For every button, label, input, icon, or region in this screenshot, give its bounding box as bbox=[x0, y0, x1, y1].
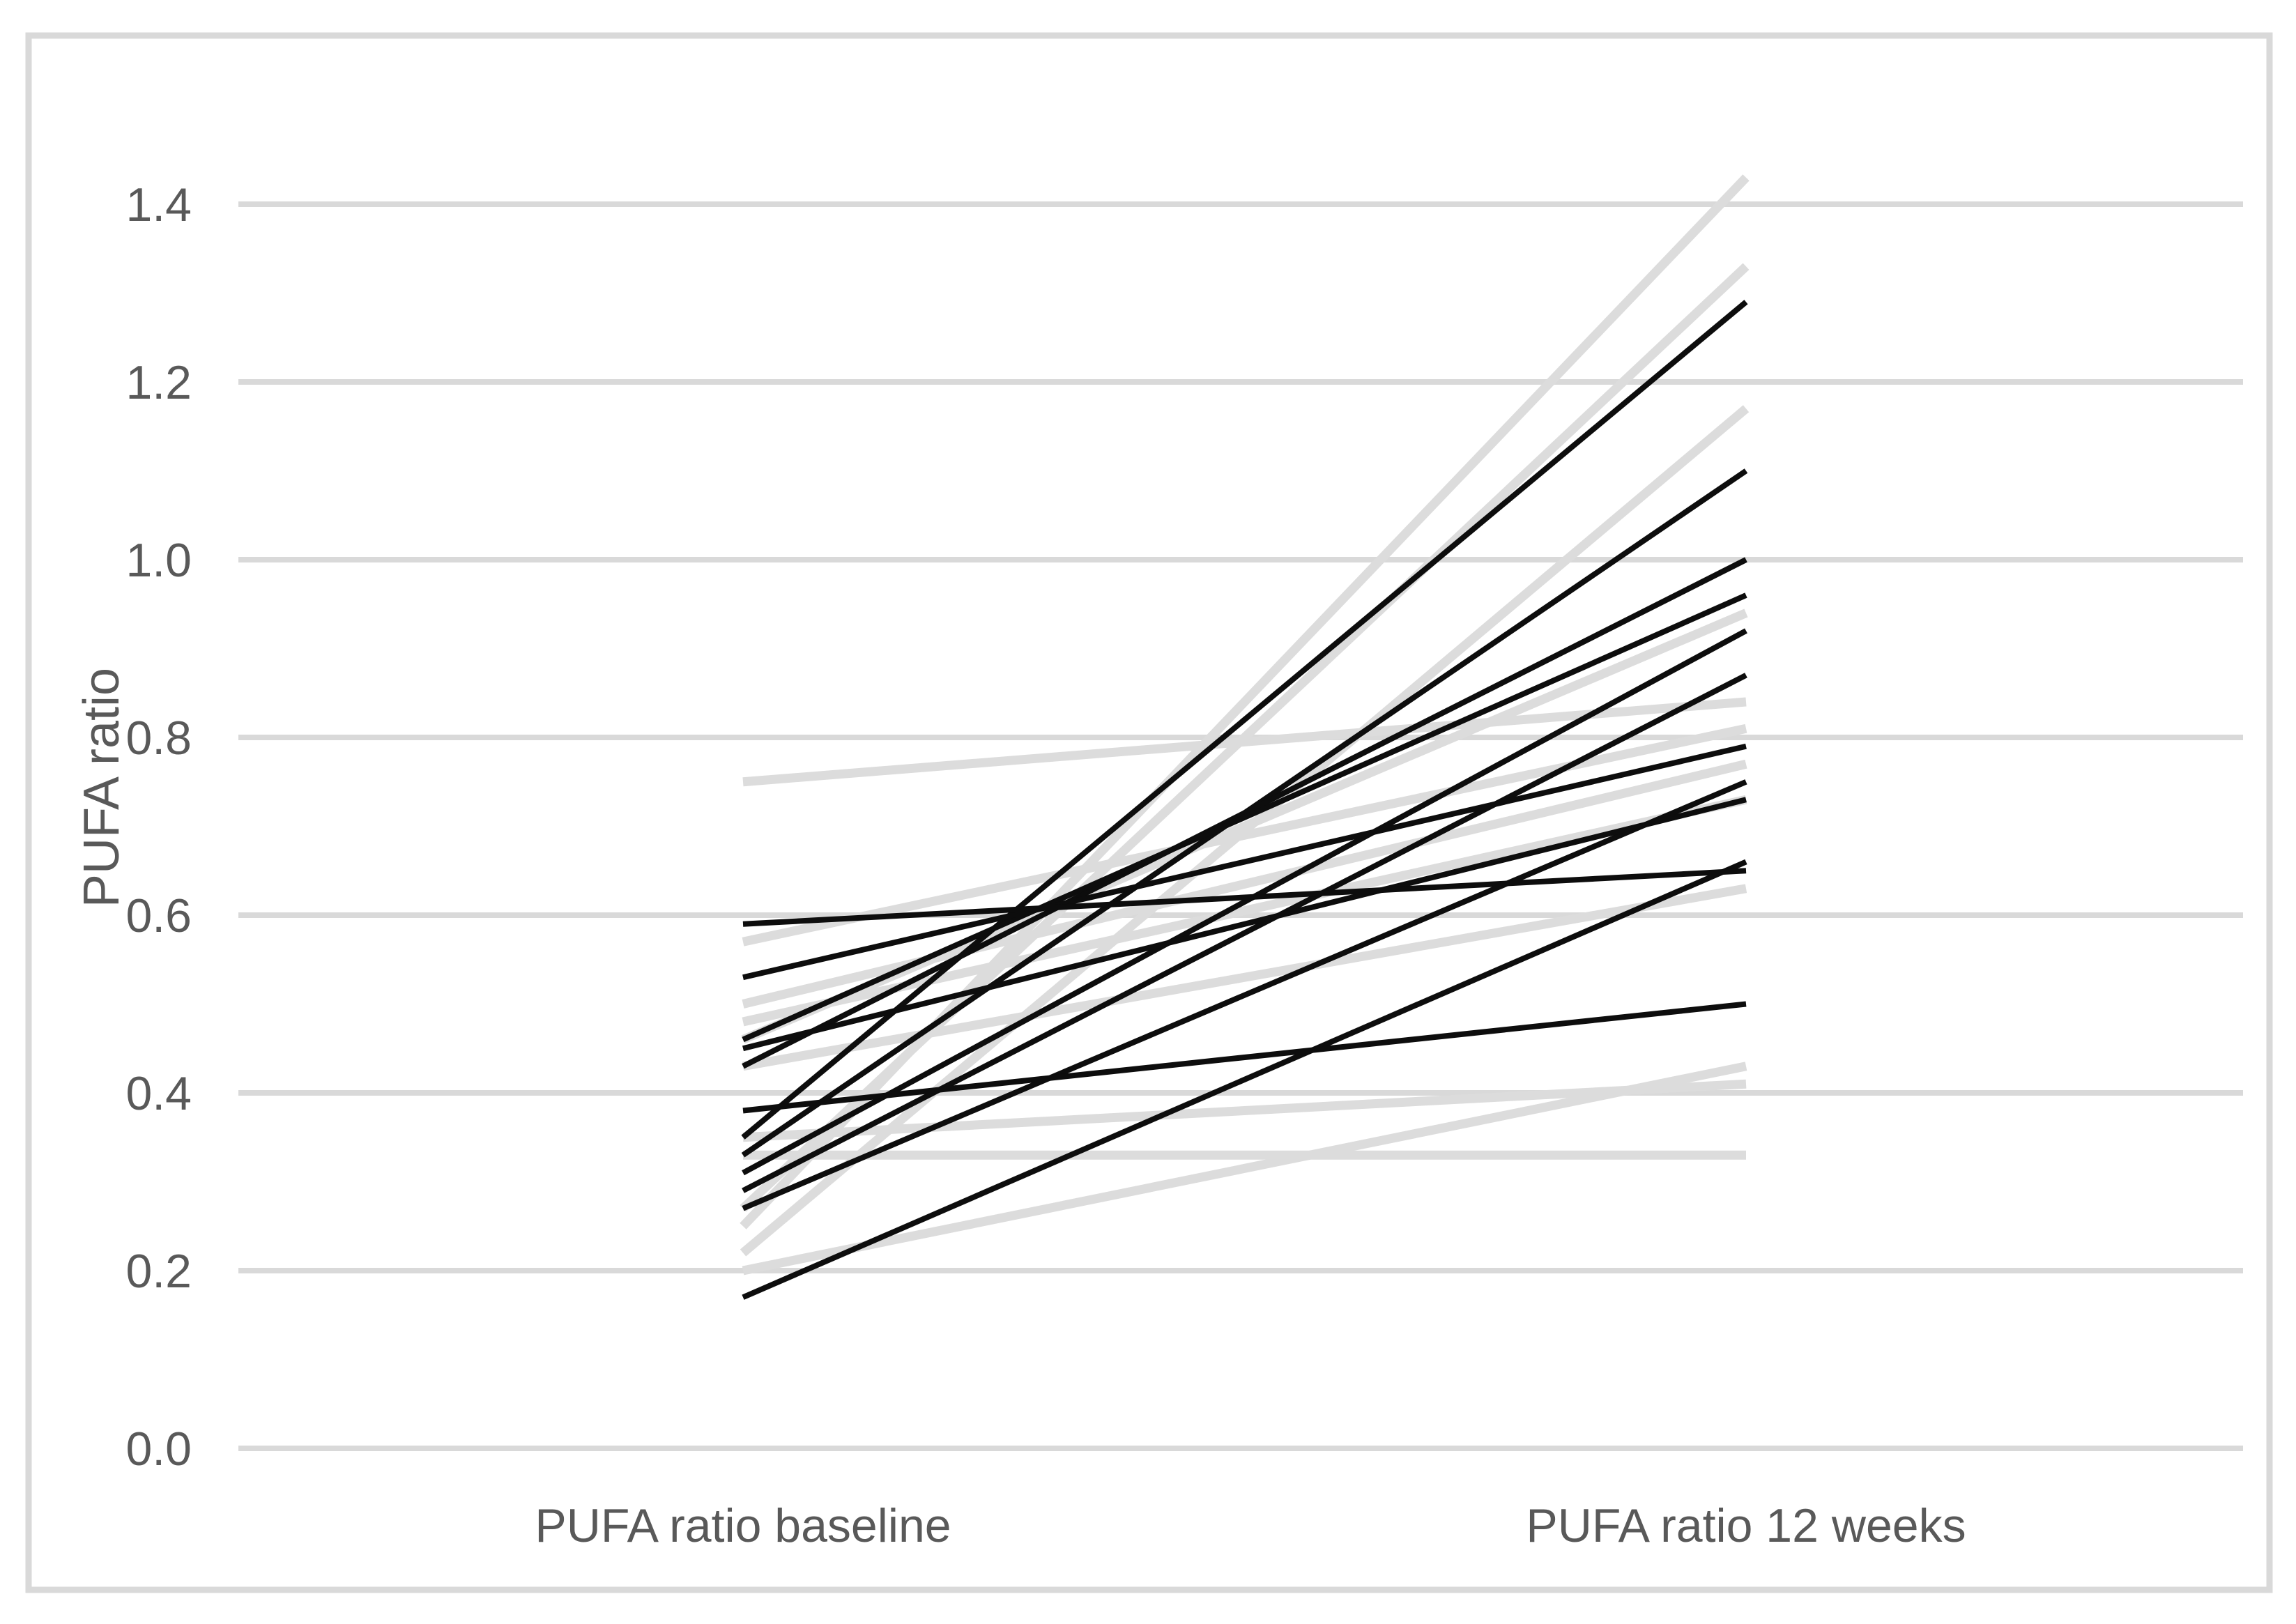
category-label: PUFA ratio 12 weeks bbox=[1526, 1499, 1966, 1552]
y-tick-label: 1.0 bbox=[125, 534, 192, 587]
participant-line-dark bbox=[742, 592, 1747, 1043]
gridlines bbox=[238, 201, 2243, 1451]
y-tick-label: 0.8 bbox=[125, 712, 192, 765]
y-tick-label: 0.6 bbox=[125, 889, 192, 942]
participant-line-dark bbox=[742, 673, 1747, 1193]
participant-line-dark bbox=[742, 628, 1747, 1176]
y-tick-label: 0.4 bbox=[125, 1067, 192, 1120]
chart-frame-border bbox=[25, 32, 2273, 1593]
participant-line-light bbox=[742, 884, 1747, 1071]
participant-line-dark bbox=[742, 557, 1747, 1069]
y-tick-label: 0.0 bbox=[125, 1423, 192, 1476]
y-axis-title: PUFA ratio bbox=[74, 668, 130, 907]
participant-line-dark bbox=[742, 797, 1747, 1052]
participant-line-dark bbox=[742, 859, 1747, 1300]
participant-line-dark bbox=[741, 300, 1748, 1140]
series-lines bbox=[740, 174, 1750, 1300]
participant-line-light bbox=[742, 1062, 1747, 1276]
participant-line-dark bbox=[742, 868, 1747, 927]
x-category-labels: PUFA ratio baseline PUFA ratio 12 weeks bbox=[535, 1499, 1966, 1552]
y-tick-label: 1.2 bbox=[125, 356, 192, 409]
y-tick-label: 1.4 bbox=[125, 178, 192, 231]
participant-line-dark bbox=[742, 1001, 1747, 1114]
participant-line-light bbox=[742, 697, 1747, 787]
participant-line-dark bbox=[742, 743, 1747, 981]
participant-line-dark bbox=[742, 779, 1747, 1211]
category-label: PUFA ratio baseline bbox=[535, 1499, 951, 1552]
y-tick-label: 0.2 bbox=[125, 1245, 192, 1298]
participant-line-light bbox=[742, 1079, 1747, 1142]
y-tick-labels: 0.0 0.2 0.4 0.6 0.8 1.0 1.2 1.4 bbox=[125, 178, 192, 1476]
